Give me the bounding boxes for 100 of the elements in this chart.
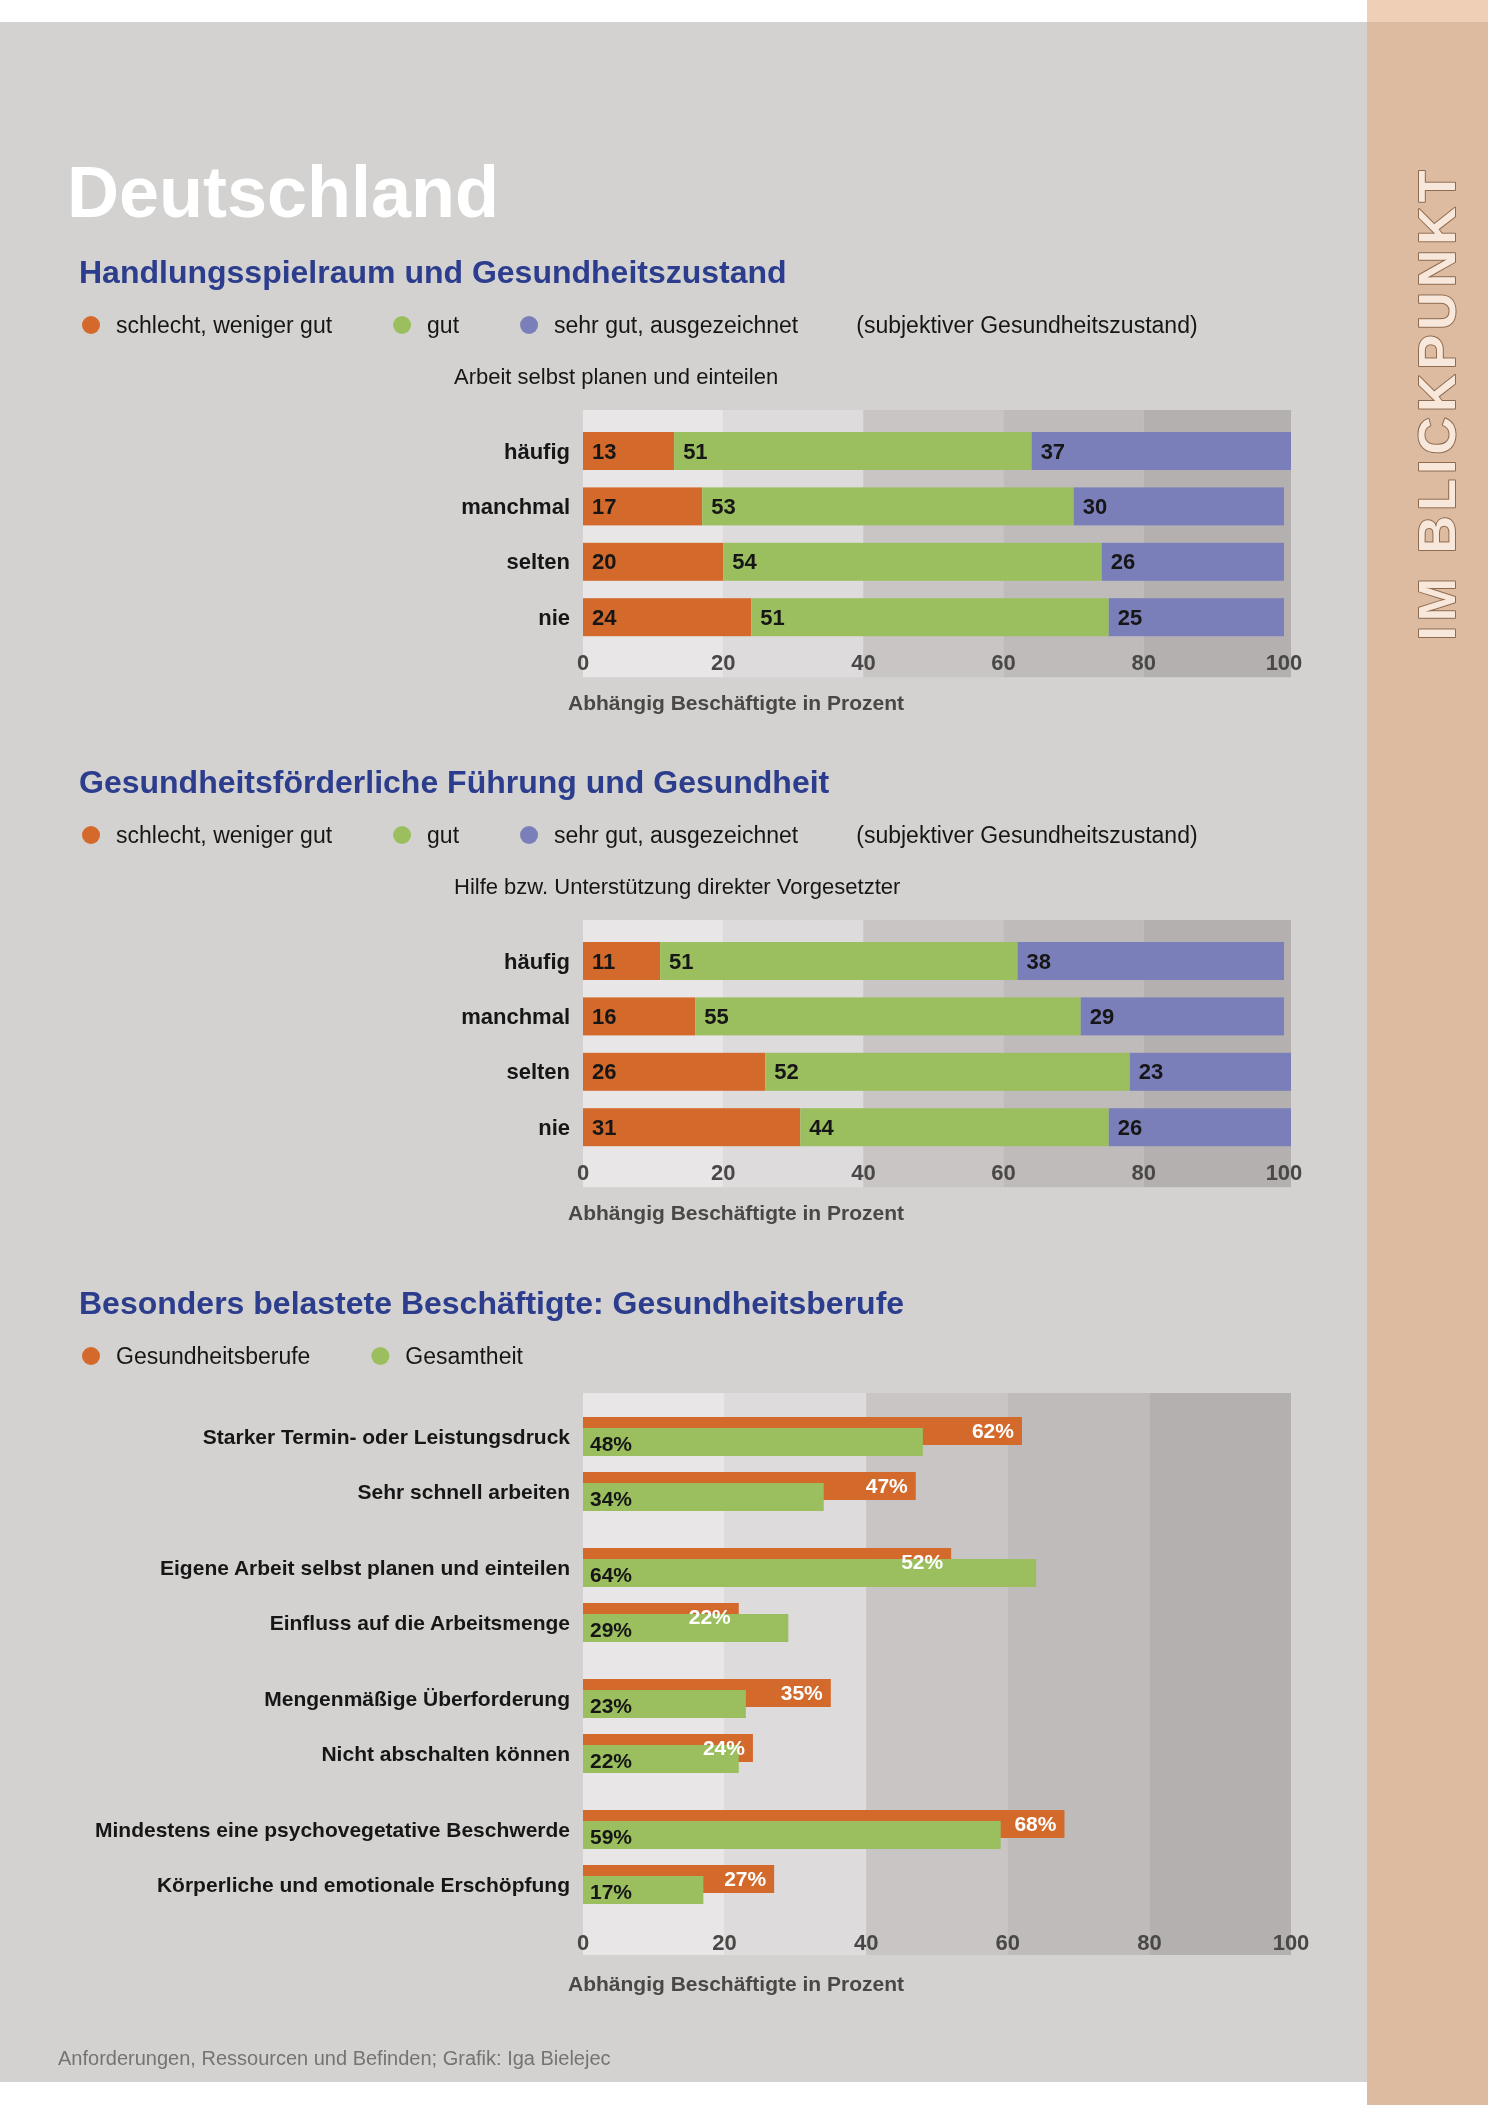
x-tick-label: 40 — [853, 1929, 879, 1955]
data-label: 30 — [1082, 493, 1108, 519]
data-label: 51 — [760, 604, 785, 630]
data-label: 34% — [590, 1487, 633, 1510]
x-tick-label: 40 — [851, 1159, 876, 1185]
data-label: 31 — [592, 1114, 617, 1140]
bar — [1129, 1052, 1291, 1091]
legend-label: schlecht, weniger gut — [116, 822, 333, 848]
legend-title: (subjektiver Gesundheitszustand) — [856, 312, 1198, 338]
chart-title: Handlungsspielraum und Gesundheitszustand — [79, 254, 787, 290]
data-label: 53 — [711, 493, 736, 519]
bar — [702, 487, 1074, 526]
data-label: 37 — [1040, 438, 1066, 464]
y-tick-label: selten — [506, 549, 570, 575]
data-label: 22% — [688, 1605, 732, 1628]
bar — [583, 432, 675, 470]
data-label: 38 — [1026, 948, 1052, 974]
x-tick-label: 20 — [710, 1159, 736, 1185]
bar — [583, 598, 752, 637]
legend-label: Gesundheitsberufe — [116, 1343, 311, 1369]
bar — [583, 1052, 766, 1091]
data-label: 27% — [724, 1867, 767, 1890]
data-label: 22% — [590, 1749, 633, 1772]
y-tick-label: Eigene Arbeit selbst planen und einteilen — [160, 1556, 570, 1579]
data-label: 24 — [592, 604, 618, 630]
data-label: 23% — [590, 1694, 633, 1717]
x-tick-label: 0 — [576, 649, 590, 675]
y-tick-label: Einfluss auf die Arbeitsmenge — [269, 1611, 570, 1634]
bar — [1108, 598, 1284, 637]
x-axis-title: Abhängig Beschäftigte in Prozent — [568, 1200, 905, 1224]
x-tick-label: 60 — [995, 1929, 1021, 1955]
data-label: 11 — [592, 948, 616, 974]
y-tick-label: manchmal — [461, 1003, 570, 1029]
data-label: 20 — [592, 549, 617, 575]
data-label: 17 — [592, 493, 617, 519]
y-tick-label: häufig — [504, 948, 570, 974]
y-tick-label: selten — [506, 1059, 570, 1085]
data-label: 29% — [590, 1618, 633, 1641]
x-axis-title: Abhängig Beschäftigte in Prozent — [568, 1971, 905, 1995]
y-tick-label: Mindestens eine psychovegetative Beschwerde — [94, 1818, 570, 1841]
chart-title: Gesundheitsförderliche Führung und Gesundheit — [79, 764, 830, 800]
bar — [1101, 542, 1284, 581]
y-tick-label: nie — [538, 604, 570, 630]
data-label: 48% — [590, 1432, 633, 1455]
x-tick-label: 80 — [1131, 1159, 1157, 1185]
data-label: 52% — [901, 1550, 944, 1573]
x-tick-label: 80 — [1131, 649, 1157, 675]
legend-label: gut — [427, 822, 460, 848]
text: Anforderungen, Ressourcen und Befinden; Grafik: Iga Bielejec — [58, 2047, 611, 2069]
bar — [583, 1108, 801, 1147]
y-tick-label: manchmal — [461, 493, 570, 519]
data-label: 13 — [592, 438, 617, 464]
data-label: 23 — [1138, 1059, 1164, 1085]
data-label: 47% — [865, 1474, 909, 1497]
x-tick-label: 60 — [991, 1159, 1016, 1185]
data-label: 26 — [1110, 549, 1136, 575]
legend-title: (subjektiver Gesundheitszustand) — [856, 822, 1198, 848]
bar — [1017, 942, 1284, 980]
legend-label: schlecht, weniger gut — [116, 312, 333, 338]
data-label: 17% — [590, 1880, 633, 1903]
chart-title: Besonders belastete Beschäftigte: Gesundheitsberufe — [79, 1285, 905, 1321]
legend-label: gut — [427, 312, 460, 338]
bar — [695, 997, 1081, 1036]
data-label: 55 — [704, 1003, 729, 1029]
bar — [583, 997, 696, 1036]
y-tick-label: Sehr schnell arbeiten — [357, 1480, 570, 1503]
bar — [1108, 1108, 1291, 1147]
data-label: 16 — [592, 1003, 617, 1029]
bar — [674, 432, 1032, 470]
bar — [1031, 432, 1291, 470]
text: IM BLICKPUNKT — [1408, 165, 1466, 641]
x-tick-label: 80 — [1137, 1929, 1162, 1955]
y-tick-label: Körperliche und emotionale Erschöpfung — [156, 1873, 570, 1896]
y-tick-label: Nicht abschalten können — [321, 1742, 570, 1765]
y-tick-label: Mengenmäßige Überforderung — [264, 1687, 570, 1710]
bar — [800, 1108, 1109, 1147]
legend-label: Gesamtheit — [405, 1343, 524, 1369]
x-tick-label: 60 — [991, 649, 1016, 675]
x-axis-title: Abhängig Beschäftigte in Prozent — [568, 690, 905, 714]
x-tick-label: 40 — [851, 649, 876, 675]
x-tick-label: 100 — [1265, 1159, 1303, 1185]
data-label: 26 — [1117, 1114, 1143, 1140]
data-label: 68% — [1014, 1812, 1057, 1835]
bar — [765, 1052, 1130, 1091]
x-tick-label: 20 — [710, 649, 736, 675]
bar — [751, 598, 1109, 637]
x-tick-label: 100 — [1272, 1929, 1310, 1955]
bar — [583, 942, 661, 980]
y-tick-label: Starker Termin- oder Leistungsdruck — [202, 1425, 571, 1448]
data-label: 59% — [590, 1825, 633, 1848]
data-label: 54 — [732, 549, 758, 575]
x-tick-label: 0 — [576, 1929, 590, 1955]
x-tick-label: 100 — [1265, 649, 1303, 675]
data-label: 25 — [1117, 604, 1143, 630]
data-label: 26 — [592, 1059, 617, 1085]
bar — [723, 542, 1102, 581]
data-label: 24% — [702, 1736, 746, 1759]
x-tick-label: 20 — [712, 1929, 737, 1955]
bar — [583, 542, 724, 581]
bar — [1073, 487, 1284, 526]
